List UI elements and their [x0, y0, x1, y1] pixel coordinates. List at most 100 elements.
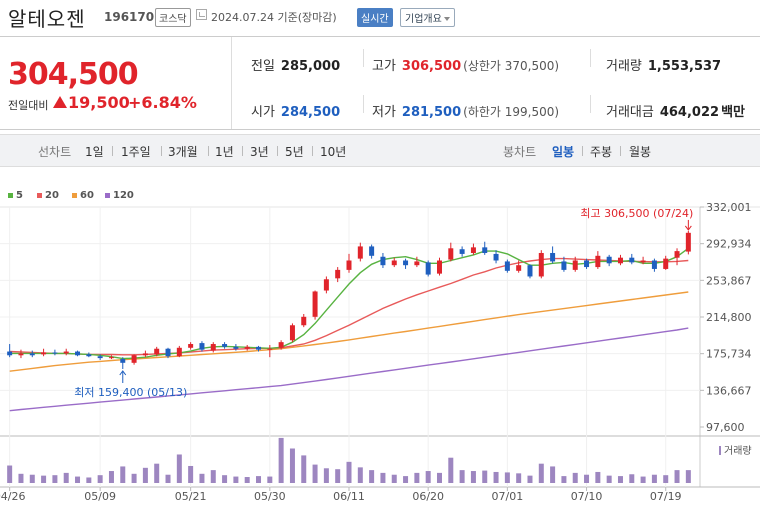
- candle-body: [176, 347, 182, 357]
- divider: [582, 146, 583, 156]
- volume-bar: [425, 471, 431, 483]
- candle-body: [323, 279, 329, 291]
- company-info-dropdown[interactable]: 기업개요: [400, 8, 455, 27]
- period-1d[interactable]: 1일: [85, 145, 104, 159]
- candle-body: [504, 261, 510, 271]
- candle-body: [595, 255, 601, 268]
- y-tick-label: 175,734: [706, 348, 752, 361]
- candle-weekly[interactable]: 주봉: [590, 145, 613, 159]
- candle-body: [29, 353, 35, 356]
- volume-bar: [154, 463, 160, 483]
- divider: [312, 146, 313, 156]
- y-tick-label: 332,001: [706, 201, 752, 214]
- open-value: 284,500: [280, 105, 341, 120]
- candle-monthly[interactable]: 월봉: [629, 145, 652, 159]
- candle-body: [188, 344, 194, 348]
- current-price: 304,500: [8, 57, 139, 92]
- volume-bar: [75, 476, 81, 483]
- volume-bar: [436, 472, 442, 483]
- up-triangle-icon: [53, 96, 67, 108]
- candle-body: [617, 257, 623, 264]
- volume-bar: [108, 471, 114, 483]
- volume-bar: [210, 470, 216, 483]
- candle-body: [256, 346, 262, 350]
- volume-bar: [188, 465, 194, 483]
- market-badge: 코스닥: [155, 8, 191, 27]
- stock-code: 196170: [104, 10, 155, 24]
- volume-bar: [493, 471, 499, 483]
- volume-bar: [617, 476, 623, 483]
- period-toolbar: 선차트 1일 1주일 3개월 1년 3년 5년 10년 봉차트 일봉 주봉 월봉: [0, 134, 760, 167]
- divider: [590, 49, 591, 67]
- candle-body: [120, 359, 126, 363]
- candle-body: [357, 246, 363, 259]
- legend-swatch: [8, 192, 13, 198]
- divider: [208, 146, 209, 156]
- volume-bar: [97, 475, 103, 483]
- candle-body: [18, 353, 24, 356]
- lower-limit: (하한가 199,500): [463, 105, 560, 119]
- candle-body: [516, 265, 522, 271]
- volume-bar: [267, 476, 273, 483]
- x-tick-label: 07/19: [650, 490, 682, 503]
- candle-body: [584, 260, 590, 268]
- period-3y[interactable]: 3년: [250, 145, 269, 159]
- period-1y[interactable]: 1년: [215, 145, 234, 159]
- period-10y[interactable]: 10년: [320, 145, 347, 159]
- x-tick-label: 06/11: [333, 490, 365, 503]
- period-3m[interactable]: 3개월: [168, 145, 198, 159]
- legend-swatch: [37, 192, 42, 198]
- candle-body: [414, 261, 420, 266]
- volume-bar: [391, 474, 397, 483]
- candle-body: [572, 260, 578, 270]
- volume-bar: [41, 475, 47, 483]
- volume-bar: [459, 470, 465, 483]
- change-label: 전일대비: [8, 99, 49, 112]
- legend-label: 60: [80, 190, 94, 201]
- volume-bar: [527, 475, 533, 483]
- volume-bar: [572, 472, 578, 483]
- candle-daily[interactable]: 일봉: [552, 145, 575, 159]
- y-tick-label: 253,867: [706, 274, 752, 287]
- trade-amount-stat: 거래대금 464,022 백만: [606, 101, 745, 120]
- candle-body: [335, 269, 341, 279]
- volume-bar: [7, 465, 13, 483]
- stock-name: 알테오젠: [8, 7, 86, 31]
- divider: [242, 146, 243, 156]
- low-value: 281,500: [401, 105, 462, 120]
- y-tick-label: 292,934: [706, 238, 752, 251]
- volume-bar: [538, 463, 544, 483]
- x-tick-label: 07/10: [571, 490, 603, 503]
- volume-bar: [504, 472, 510, 483]
- high-annotation: 최고 306,500 (07/24): [580, 207, 693, 220]
- divider: [363, 95, 364, 113]
- quote-date: 2024.07.24 기준(장마감): [211, 11, 337, 24]
- divider: [112, 146, 113, 156]
- candle-body: [267, 348, 273, 350]
- volume-bar: [674, 470, 680, 483]
- volume-bar: [165, 474, 171, 483]
- period-5y[interactable]: 5년: [285, 145, 304, 159]
- volume-bar: [584, 474, 590, 483]
- period-1w[interactable]: 1주일: [121, 145, 151, 159]
- candle-body: [436, 260, 442, 274]
- stock-header: 알테오젠 196170 코스닥 2024.07.24 기준(장마감) 실시간 기…: [0, 0, 760, 36]
- trade-amount-value: 464,022: [659, 105, 720, 120]
- legend-ma120: 120: [105, 190, 134, 201]
- prev-close: 전일 285,000: [251, 55, 340, 74]
- high-value: 306,500: [401, 59, 462, 74]
- candle-body: [674, 251, 680, 258]
- realtime-button[interactable]: 실시간: [357, 8, 393, 27]
- volume-bar: [640, 476, 646, 483]
- candle-body: [346, 260, 352, 270]
- prev-close-label: 전일: [251, 59, 275, 74]
- candle-body: [108, 357, 114, 359]
- candle-body: [86, 354, 92, 357]
- volume-bar: [323, 468, 329, 483]
- volume-bar: [289, 448, 295, 483]
- candle-body: [640, 260, 646, 263]
- candle-body: [493, 253, 499, 261]
- low-annotation: 최저 159,400 (05/13): [74, 386, 187, 399]
- candle-body: [629, 257, 635, 263]
